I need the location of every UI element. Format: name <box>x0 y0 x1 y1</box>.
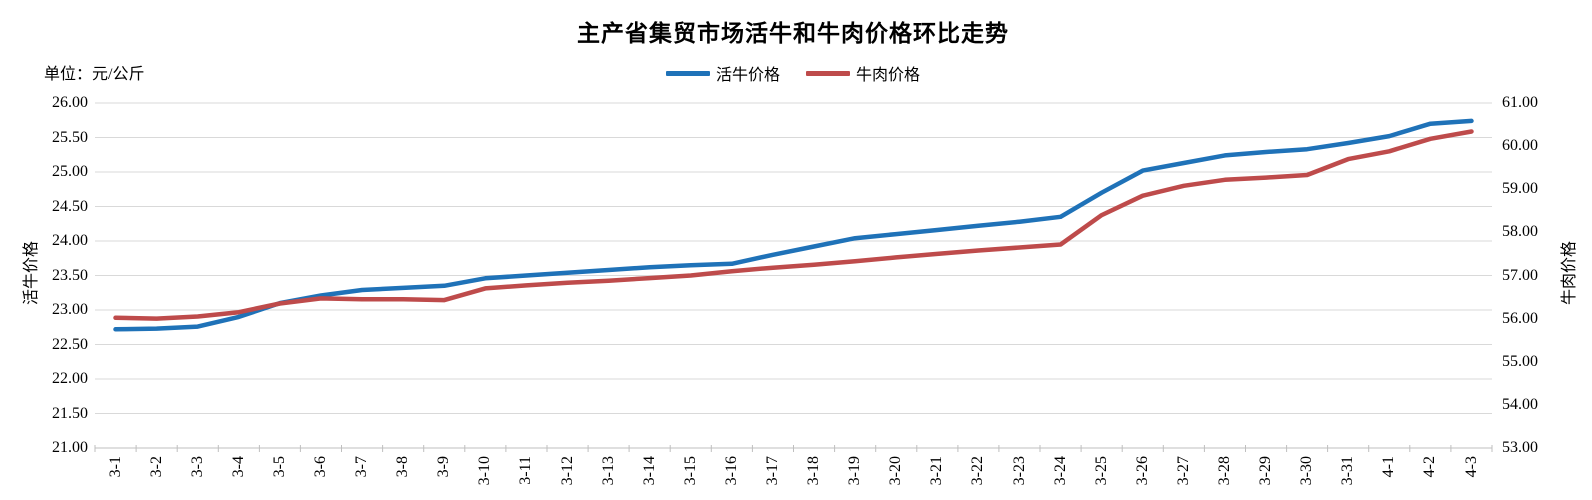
x-axis-tick-label: 3-23 <box>1010 456 1028 486</box>
beef-price-line <box>113 129 1474 321</box>
right-axis-tick-label: 56.00 <box>1502 309 1538 327</box>
x-axis-tick-label: 3-25 <box>1092 456 1110 486</box>
left-axis-tick-label: 21.50 <box>52 404 88 422</box>
x-axis-tick-label: 3-31 <box>1339 456 1357 486</box>
x-axis-tick-label: 3-26 <box>1133 456 1151 486</box>
right-axis-tick-label: 60.00 <box>1502 137 1538 155</box>
x-axis-tick-label: 3-10 <box>476 456 494 486</box>
right-axis-tick-label: 61.00 <box>1502 94 1538 111</box>
x-axis-tick-label: 3-22 <box>969 456 987 486</box>
x-axis-tick-label: 3-1 <box>106 456 124 478</box>
x-axis-tick-label: 3-21 <box>928 456 946 486</box>
legend-label: 活牛价格 <box>715 67 780 84</box>
left-axis-tick-label: 26.00 <box>52 94 88 111</box>
x-axis-tick-label: 3-28 <box>1215 456 1233 486</box>
chart-title: 主产省集贸市场活牛和牛肉价格环比走势 <box>577 21 1009 46</box>
right-axis-tick-label: 58.00 <box>1502 223 1538 241</box>
left-axis-tick-label: 23.00 <box>52 301 88 318</box>
legend-item-beef: 牛肉价格 <box>806 61 920 85</box>
chart-legend: 活牛价格 牛肉价格 <box>0 61 1586 85</box>
right-axis-tick-label: 54.00 <box>1502 395 1538 413</box>
x-axis-tick-label: 3-2 <box>147 456 165 478</box>
left-axis-tick-label: 21.00 <box>52 439 88 456</box>
x-axis-tick-label: 4-3 <box>1462 456 1480 478</box>
x-axis-tick-label: 3-19 <box>846 456 864 486</box>
x-axis-tick-label: 3-15 <box>681 456 699 486</box>
legend-swatch <box>806 70 850 76</box>
x-axis-tick-label: 3-14 <box>640 456 658 486</box>
legend-item-live-cattle: 活牛价格 <box>665 61 780 85</box>
x-axis-tick-label: 3-9 <box>435 456 453 478</box>
x-axis-tick-label: 3-30 <box>1298 456 1316 486</box>
x-axis-tick-label: 3-3 <box>188 456 206 478</box>
x-axis-tick-label: 3-8 <box>394 456 412 478</box>
legend-swatch <box>665 70 710 76</box>
x-axis-tick-label: 4-1 <box>1380 456 1398 478</box>
x-axis-tick-label: 3-13 <box>599 456 617 486</box>
x-axis-tick-label: 3-6 <box>312 456 329 478</box>
x-axis-tick-label: 3-27 <box>1174 456 1192 486</box>
x-axis-tick-label: 3-16 <box>722 456 740 486</box>
right-axis-tick-label: 53.00 <box>1502 439 1538 456</box>
x-axis-tick-label: 4-2 <box>1421 456 1439 478</box>
left-axis-title: 活牛价格 <box>23 240 40 306</box>
x-axis-tick-label: 3-7 <box>353 456 371 478</box>
x-axis-tick-label: 3-11 <box>517 456 535 485</box>
right-axis-tick-label: 57.00 <box>1502 266 1538 284</box>
x-axis-tick-label: 3-29 <box>1257 456 1274 486</box>
left-axis-tick-label: 22.00 <box>52 370 88 387</box>
x-axis-tick-label: 3-20 <box>887 456 905 486</box>
x-axis-tick-label: 3-17 <box>764 456 781 486</box>
axis-unit-label: 单位：元/公斤 <box>44 66 145 83</box>
x-axis-tick-label: 3-24 <box>1051 456 1069 486</box>
left-axis-tick-label: 23.50 <box>52 266 88 284</box>
right-axis-tick-label: 55.00 <box>1502 352 1538 370</box>
x-axis-tick-label: 3-18 <box>805 456 822 486</box>
left-axis-tick-label: 24.00 <box>52 232 88 249</box>
live-cattle-price-line <box>113 118 1474 332</box>
x-axis-tick-label: 3-12 <box>558 456 576 486</box>
x-axis-tick-label: 3-4 <box>229 456 247 478</box>
left-axis-tick-label: 25.50 <box>52 128 88 146</box>
left-axis-tick-label: 22.50 <box>52 335 88 353</box>
right-axis-tick-label: 59.00 <box>1502 180 1538 198</box>
left-axis-tick-label: 24.50 <box>52 197 88 215</box>
left-axis-tick-label: 25.00 <box>52 163 88 180</box>
right-axis-title: 牛肉价格 <box>1561 240 1578 306</box>
legend-label: 牛肉价格 <box>856 67 921 84</box>
x-axis-tick-label: 3-5 <box>270 456 288 478</box>
